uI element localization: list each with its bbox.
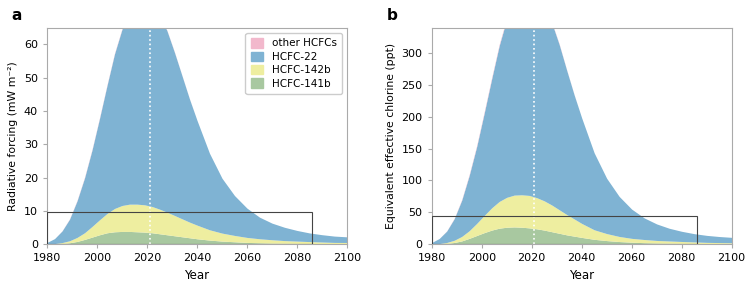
Y-axis label: Equivalent effective chlorine (ppt): Equivalent effective chlorine (ppt) — [386, 43, 396, 229]
X-axis label: Year: Year — [185, 269, 210, 282]
X-axis label: Year: Year — [569, 269, 594, 282]
Text: a: a — [11, 8, 21, 23]
Text: b: b — [387, 8, 397, 23]
Y-axis label: Radiative forcing (mW m⁻²): Radiative forcing (mW m⁻²) — [8, 61, 18, 211]
Bar — [47, 213, 312, 244]
Bar — [432, 216, 697, 244]
Legend: other HCFCs, HCFC-22, HCFC-142b, HCFC-141b: other HCFCs, HCFC-22, HCFC-142b, HCFC-14… — [246, 33, 342, 94]
